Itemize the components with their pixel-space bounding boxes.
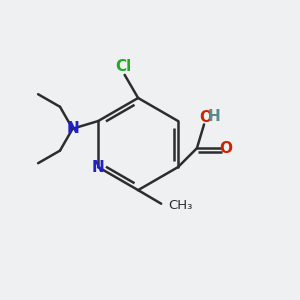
Text: N: N [92, 160, 105, 175]
Text: O: O [220, 141, 232, 156]
Text: CH₃: CH₃ [169, 199, 193, 212]
Text: N: N [66, 121, 79, 136]
Text: O: O [199, 110, 212, 125]
Text: Cl: Cl [115, 59, 131, 74]
Text: H: H [208, 110, 221, 124]
